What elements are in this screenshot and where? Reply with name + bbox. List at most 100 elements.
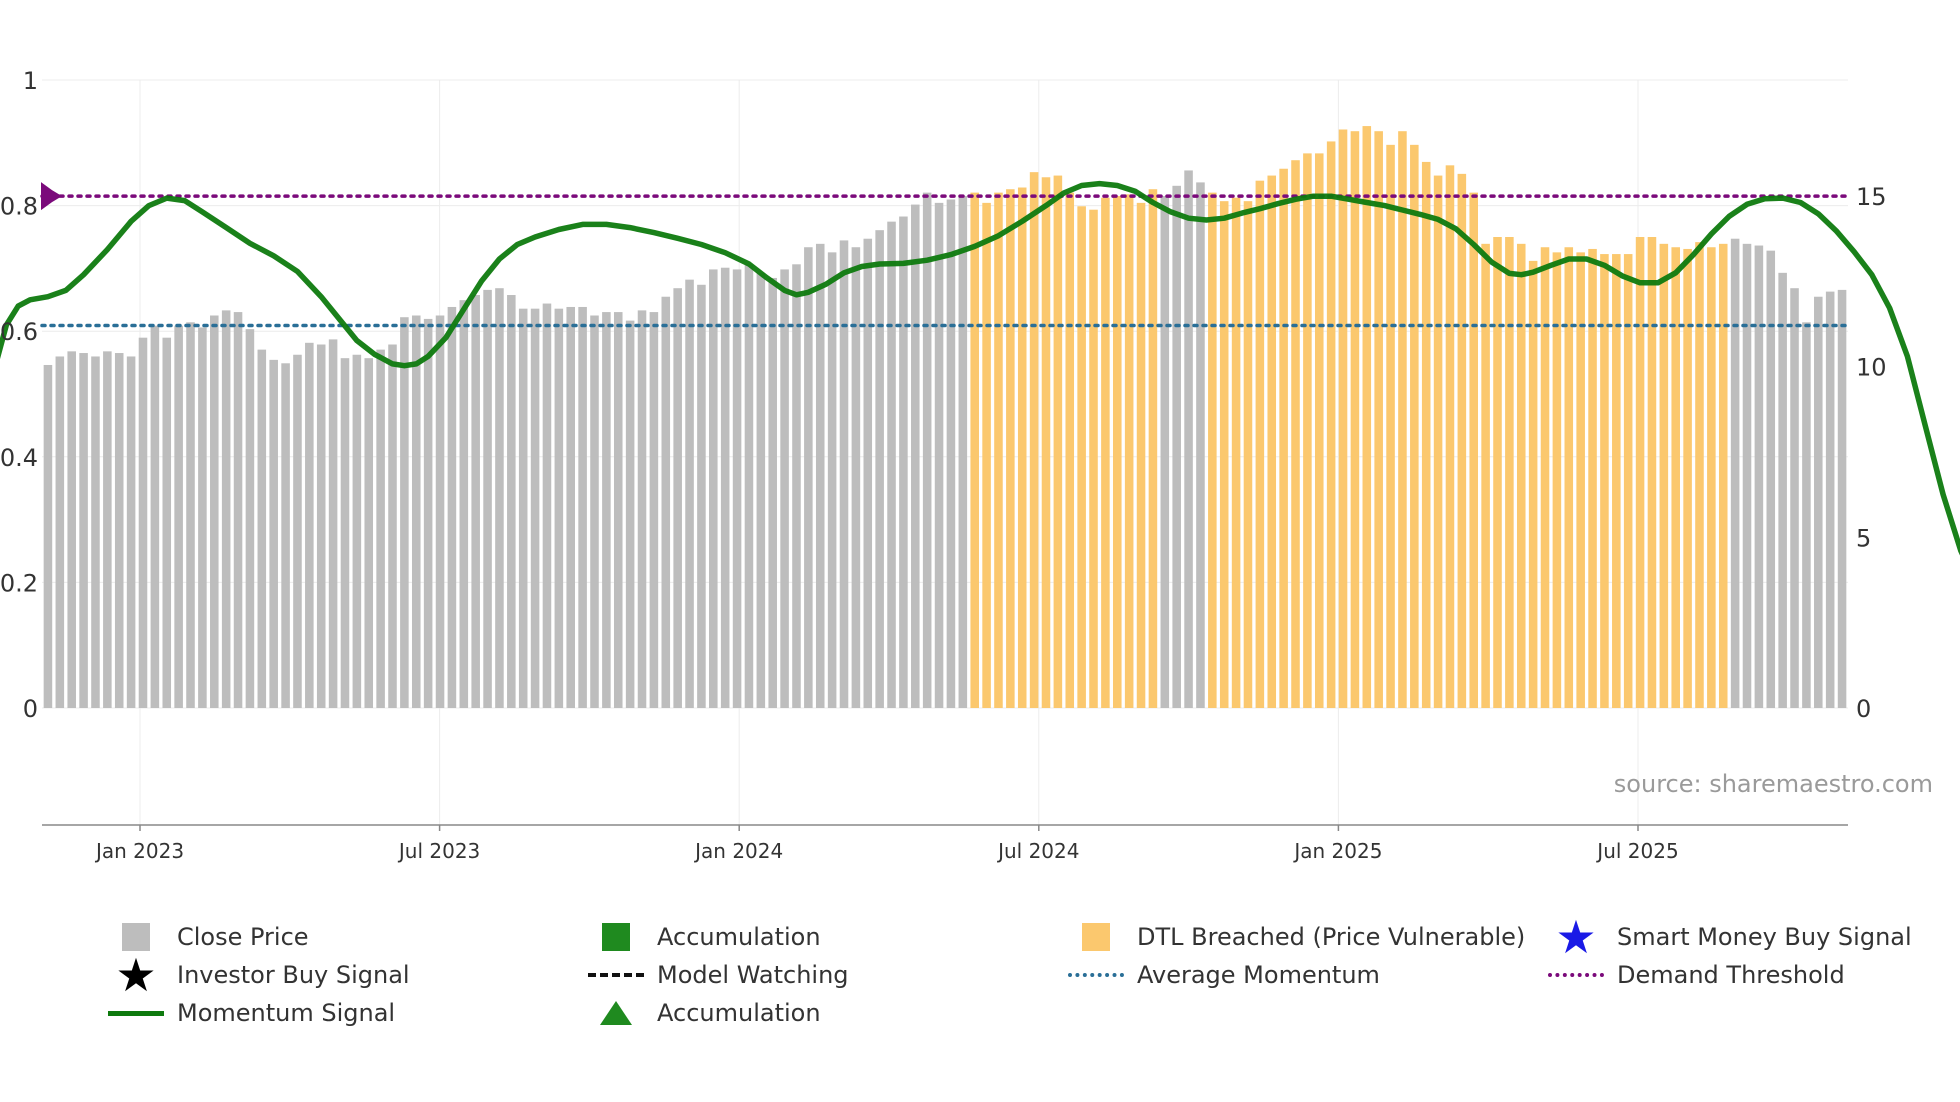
legend-item: ★ Smart Money Buy Signal: [1545, 910, 1911, 964]
close-price-bar: [114, 353, 124, 708]
close-price-bar: [364, 358, 374, 708]
dtl-breached-bar: [1671, 247, 1680, 709]
close-price-bar: [1814, 296, 1823, 708]
close-price-bar: [471, 295, 480, 708]
close-price-bar: [744, 264, 754, 708]
right-tick-label: 15: [1856, 183, 1887, 211]
dtl-breached-bar: [1421, 161, 1431, 708]
legend-item: Average Momentum: [1065, 958, 1380, 992]
close-price-bar: [720, 267, 730, 708]
close-price-bar: [388, 344, 397, 708]
close-price-bar: [863, 238, 873, 708]
close-price-bar: [768, 277, 777, 708]
close-price-bar: [566, 306, 575, 708]
dtl-breached-bar: [1077, 206, 1086, 708]
close-price-bar: [1742, 243, 1752, 708]
legend-label: Average Momentum: [1137, 961, 1380, 989]
close-price-bar: [162, 337, 172, 708]
dtl-breached-bar: [1683, 248, 1692, 708]
dtl-breached-bar: [1255, 180, 1265, 708]
legend-symbol: [600, 1001, 632, 1025]
close-price-bar: [328, 339, 338, 708]
close-price-bar: [221, 310, 231, 708]
close-price-bar: [1778, 272, 1787, 708]
close-price-bar: [530, 308, 540, 708]
legend-dotted-line-icon: [1545, 958, 1607, 992]
dtl-breached-bar: [1410, 144, 1419, 709]
close-price-bar: [815, 243, 825, 708]
close-price-bar: [649, 312, 659, 708]
dtl-breached-bar: [1338, 129, 1348, 709]
dtl-breached-bar: [1564, 247, 1574, 709]
close-price-bar: [293, 354, 302, 708]
legend-symbol: ★: [115, 948, 157, 1002]
close-price-bar: [911, 204, 920, 708]
close-price-bar: [210, 315, 219, 708]
legend-star-icon: ★: [105, 948, 167, 1002]
x-tick-label: Jan 2024: [693, 839, 783, 863]
close-price-bar: [103, 351, 112, 708]
close-price-bar: [352, 354, 362, 708]
dtl-breached-bar: [1457, 173, 1467, 709]
dtl-breached-bar: [1326, 141, 1336, 708]
close-price-bar: [590, 315, 599, 708]
close-price-bar: [1766, 250, 1776, 708]
dtl-breached-bar: [1647, 237, 1657, 708]
x-tick-label: Jan 2023: [94, 839, 184, 863]
dtl-breached-bar: [1612, 254, 1621, 708]
close-price-bar: [625, 320, 635, 708]
legend-label: Close Price: [177, 923, 309, 951]
legend-symbol: [108, 1010, 164, 1016]
left-tick-label: 0.6: [0, 318, 38, 346]
dtl-breached-bar: [1208, 192, 1217, 708]
dtl-breached-bar: [1493, 237, 1502, 708]
close-price-bar: [661, 296, 671, 708]
dtl-breached-bar: [1065, 192, 1075, 708]
dtl-breached-bar: [1528, 260, 1538, 708]
right-tick-label: 5: [1856, 524, 1871, 552]
close-price-bar: [554, 308, 564, 708]
legend-label: Investor Buy Signal: [177, 961, 410, 989]
close-price-bar: [43, 364, 53, 708]
close-price-bar: [673, 288, 682, 708]
x-tick-label: Jul 2023: [397, 839, 480, 863]
close-price-bar: [934, 202, 944, 708]
close-price-bar: [269, 359, 278, 708]
close-price-bar: [1802, 322, 1811, 708]
close-price-bar: [518, 308, 528, 708]
dtl-breached-bar: [1362, 126, 1372, 708]
legend-symbol: [1068, 973, 1124, 977]
dtl-breached-bar: [1089, 209, 1098, 708]
dtl-breached-bar: [1053, 175, 1063, 708]
dtl-breached-bar: [1291, 160, 1300, 708]
dtl-breached-bar: [1433, 175, 1443, 708]
close-price-bar: [150, 325, 160, 708]
dtl-breached-bar: [1219, 201, 1229, 708]
legend-symbol: [588, 973, 644, 977]
close-price-bar: [423, 318, 433, 708]
dtl-breached-bar: [1718, 243, 1728, 708]
dtl-breached-bar: [1303, 153, 1312, 708]
close-price-bar: [792, 264, 801, 708]
x-tick-label: Jan 2025: [1292, 839, 1382, 863]
demand-threshold-marker: [41, 182, 62, 211]
legend-label: Demand Threshold: [1617, 961, 1845, 989]
close-price-bar: [1825, 291, 1835, 708]
close-price-bar: [411, 315, 421, 708]
dtl-breached-bar: [970, 192, 979, 708]
dtl-breached-bar: [1635, 237, 1645, 708]
close-price-bar: [922, 192, 932, 708]
dtl-breached-bar: [1231, 197, 1241, 708]
dtl-breached-bar: [1552, 252, 1562, 709]
legend-item: Momentum Signal: [105, 996, 395, 1030]
legend-symbol: ★: [1555, 910, 1597, 964]
dtl-breached-bar: [994, 192, 1003, 708]
close-price-bar: [958, 196, 968, 709]
legend-dotted-line-icon: [1065, 958, 1127, 992]
close-price-bar: [138, 337, 148, 708]
legend-item: Accumulation: [585, 920, 821, 954]
dtl-breached-bar: [1445, 165, 1455, 708]
left-tick-label: 0.8: [0, 193, 38, 221]
